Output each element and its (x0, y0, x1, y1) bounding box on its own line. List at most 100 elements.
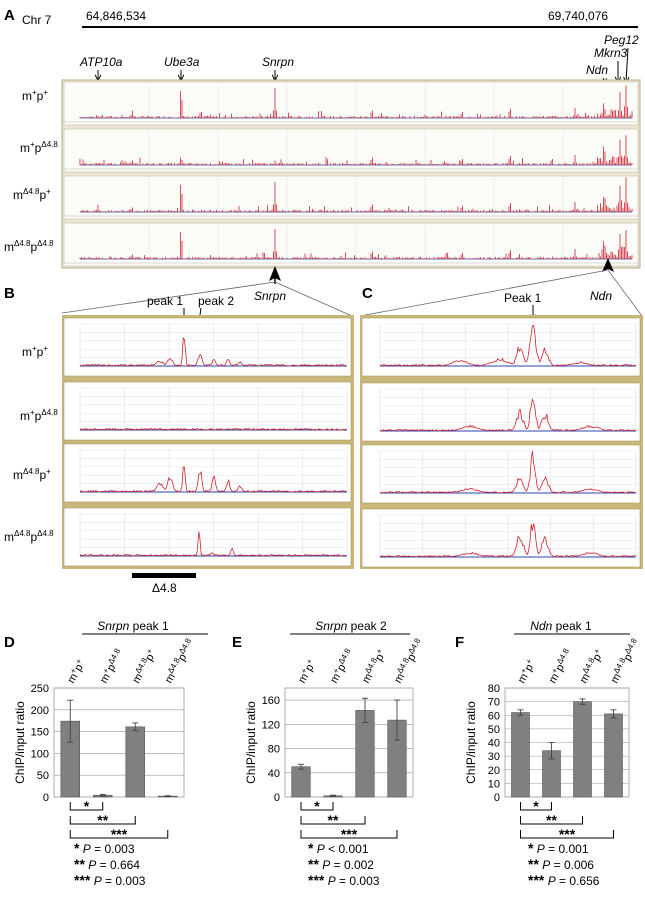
bar (125, 726, 145, 798)
y-tick-label: 20 (488, 765, 500, 777)
bracket-stars: ** (546, 812, 557, 828)
category-label: m+p+ (294, 657, 319, 686)
bar (573, 701, 592, 798)
bar-chart-e: E Snrpn peak 2 0 40 80 120 160 ChIP/input ratio… (232, 619, 427, 888)
y-tick-label: 150 (31, 727, 49, 739)
category-label: m+p+ (514, 657, 539, 686)
zoom-chip-trace (79, 336, 347, 367)
peak2-label-b: peak 2 (198, 294, 234, 308)
chart-title-gene: Snrpn (315, 619, 347, 633)
category-label: mΔ4.8p+ (129, 647, 160, 686)
p-value-line: * P < 0.001 (308, 840, 369, 856)
svg-text:mΔ4.8p+: mΔ4.8p+ (13, 187, 51, 202)
zoom-track-bg (361, 317, 641, 377)
svg-text:m+p+: m+p+ (22, 344, 48, 359)
y-tick-label: 80 (488, 683, 500, 695)
panel-c-tracks (361, 317, 641, 568)
panel-a-letter: A (4, 7, 15, 24)
y-axis-label: ChIP/input ratio (244, 701, 258, 784)
bracket-stars: * (314, 798, 320, 814)
y-tick-label: 250 (31, 683, 49, 695)
genotype-label-a2: m+pΔ4.8 (20, 140, 58, 155)
y-tick-label: 160 (262, 695, 280, 707)
panel-c-title: Ndn (590, 289, 612, 303)
p-value-line: * P = 0.001 (528, 840, 589, 856)
bracket-stars: *** (559, 826, 576, 842)
svg-text:m+pΔ4.8: m+pΔ4.8 (20, 408, 58, 423)
gene-label-snrpn: Snrpn (262, 55, 294, 69)
chart-title-rest: peak 2 (347, 619, 387, 633)
y-tick-label: 40 (268, 768, 280, 780)
y-tick-label: 0 (494, 792, 500, 804)
bar (511, 712, 530, 798)
category-label: m+pΔ4.8 (545, 646, 576, 685)
y-tick-label: 50 (488, 724, 500, 736)
significance-bracket-single (300, 802, 334, 811)
zoom-arrow-ndn (602, 258, 614, 272)
category-label: m+pΔ4.8 (326, 646, 357, 685)
genotype-label-b2: m+pΔ4.8 (20, 408, 58, 423)
gene-label-ndn: Ndn (586, 63, 608, 77)
p-value-line: * P = 0.003 (74, 840, 135, 856)
bar (604, 713, 623, 798)
y-tick-label: 70 (488, 697, 500, 709)
genotype-label-a4: mΔ4.8pΔ4.8 (4, 239, 54, 254)
peak1-label-c: Peak 1 (504, 291, 542, 305)
svg-text:mΔ4.8p+: mΔ4.8p+ (13, 467, 51, 482)
bracket-stars: ** (328, 812, 339, 828)
panel-a: A Chr 7 64,846,534 69,740,076 ATP10a Ube… (4, 7, 643, 317)
y-tick-label: 80 (268, 744, 280, 756)
zoom-track-bg (361, 444, 641, 504)
zoom-track-bg (361, 382, 641, 442)
chart-title: Snrpn peak 1 (97, 619, 169, 633)
category-label: mΔ4.8p+ (358, 647, 389, 686)
y-tick-label: 0 (274, 792, 280, 804)
p-value-line: ** P = 0.006 (528, 856, 594, 872)
bracket-stars: * (84, 798, 90, 814)
category-label: mΔ4.8p+ (576, 647, 607, 686)
chart-title-gene: Ndn (530, 619, 552, 633)
category-label: m+p+ (64, 657, 89, 686)
zoom-chip-trace (79, 466, 347, 493)
zoom-track-bg (63, 381, 352, 441)
y-tick-label: 100 (31, 748, 49, 760)
svg-text:mΔ4.8pΔ4.8: mΔ4.8pΔ4.8 (4, 529, 54, 544)
zoom-chip-trace (379, 451, 636, 494)
chart-title-gene: Snrpn (97, 619, 129, 633)
bar-chart-d: D Snrpn peak 1 0 50 100 150 200 250 ChIP/input r… (4, 619, 208, 888)
bracket-stars: *** (341, 826, 358, 842)
chip-signal-trace (79, 135, 633, 165)
panel-letter: E (232, 634, 242, 651)
genotype-label-b3: mΔ4.8p+ (13, 467, 51, 482)
bar (355, 710, 375, 798)
bracket-stars: * (533, 798, 539, 814)
zoom-line-c-left (359, 269, 609, 317)
y-tick-label: 0 (43, 792, 49, 804)
zoom-track-bg (361, 508, 641, 568)
y-tick-label: 120 (262, 719, 280, 731)
chart-title: Snrpn peak 2 (315, 619, 387, 633)
category-label: mΔ4.8pΔ4.8 (390, 636, 427, 685)
chart-title-rest: peak 1 (552, 619, 592, 633)
genome-track-bg (63, 222, 639, 267)
panel-b: B peak 1 peak 2 m+p+ m+pΔ4.8 mΔ4.8p+ mΔ4… (4, 285, 354, 595)
svg-text:m+p+: m+p+ (22, 88, 48, 103)
zoom-line-c-right (607, 269, 643, 317)
zoom-track-bg (63, 507, 352, 567)
gene-arrow-peg12 (626, 47, 628, 82)
zoom-line-b-left (61, 281, 276, 314)
zoom-chip-trace (380, 324, 636, 367)
chart-title-rest: peak 1 (129, 619, 169, 633)
svg-text:m+pΔ4.8: m+pΔ4.8 (20, 140, 58, 155)
p-value-line: *** P = 0.003 (74, 872, 146, 888)
significance-bracket-triple (69, 830, 169, 839)
genome-track-bg (63, 175, 639, 220)
p-value-line: ** P = 0.002 (308, 856, 374, 872)
gene-label-atp10a: ATP10a (79, 55, 123, 69)
genome-track-bg (63, 81, 639, 126)
p-value-line: *** P = 0.656 (528, 872, 600, 888)
p-value-line: *** P = 0.003 (308, 872, 380, 888)
